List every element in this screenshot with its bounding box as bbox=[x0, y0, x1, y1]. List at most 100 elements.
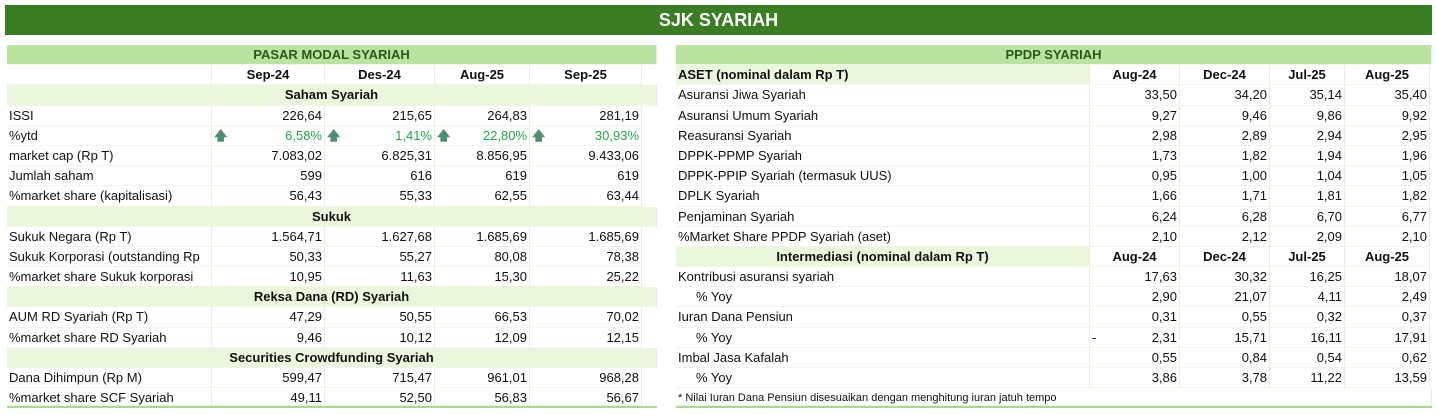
cell-value: 0,95 bbox=[1090, 166, 1180, 187]
table-row: DPLK Syariah 1,66 1,71 1,81 1,82 bbox=[676, 186, 1432, 207]
row-label: Penjaminan Syariah bbox=[676, 206, 1090, 227]
cell-value: 9,46 bbox=[212, 327, 325, 348]
table-row: % Yoy 3,86 3,78 11,22 13,59 bbox=[676, 368, 1432, 389]
cell-value: 17,91 bbox=[1345, 327, 1430, 348]
cell-value: 2,10 bbox=[1090, 226, 1180, 247]
up-arrow-icon: 🡅 bbox=[532, 127, 546, 143]
cell-value: 11,63 bbox=[325, 267, 435, 288]
cell-value: 0,54 bbox=[1270, 347, 1345, 368]
value: 66,53 bbox=[494, 309, 527, 325]
value: 0,95 bbox=[1151, 168, 1177, 184]
value: 0,54 bbox=[1316, 349, 1342, 365]
cell-value: 1,71 bbox=[1180, 186, 1270, 207]
table-row: market cap (Rp T) 7.083,02 6.825,31 8.856,9… bbox=[7, 145, 657, 167]
cell-value: 12,15 bbox=[530, 327, 642, 348]
value: 2,98 bbox=[1151, 127, 1177, 143]
row-label: Kontribusi asuransi syariah bbox=[676, 267, 1090, 288]
value: 1,82 bbox=[1241, 147, 1267, 163]
table-row: %ytd 🡅 6,58% 🡅 1,41% 🡅 22,80% 🡅 30,93% bbox=[7, 125, 657, 146]
value: 0,31 bbox=[1151, 309, 1177, 325]
value: 49,11 bbox=[290, 390, 322, 406]
cell-value: 56,83 bbox=[435, 388, 530, 407]
value: 3,86 bbox=[1151, 370, 1177, 385]
section-row: Sukuk bbox=[7, 206, 657, 227]
table-row: %market share SCF Syariah 49,11 52,50 56,83… bbox=[7, 388, 657, 409]
cell-value: 16,11 bbox=[1270, 327, 1345, 348]
table-row: Sukuk Korporasi (outstanding Rp 50,33 55,2… bbox=[7, 246, 657, 268]
cell-value: 2,90 bbox=[1090, 287, 1180, 308]
value: 0,37 bbox=[1401, 309, 1427, 325]
cell-value: 🡅 6,58% bbox=[212, 125, 325, 146]
table-row: Asuransi Umum Syariah 9,27 9,46 9,86 9,92 bbox=[676, 105, 1432, 126]
value: 12,09 bbox=[494, 329, 527, 345]
column-header: Jul-25 bbox=[1270, 246, 1345, 268]
value: 2,09 bbox=[1316, 228, 1342, 244]
value: 50,55 bbox=[399, 309, 432, 325]
value: 56,43 bbox=[289, 188, 322, 204]
cell-value: 55,27 bbox=[325, 246, 435, 268]
value: 17,91 bbox=[1394, 329, 1427, 345]
cell-value: 1.685,69 bbox=[435, 226, 530, 247]
cell-value: 968,28 bbox=[530, 368, 642, 389]
cell-value: 1,05 bbox=[1345, 166, 1430, 187]
cell-value: 16,25 bbox=[1270, 267, 1345, 288]
header-spacer bbox=[7, 65, 212, 86]
row-label: Imbal Jasa Kafalah bbox=[676, 347, 1090, 368]
cell-value: 35,40 bbox=[1345, 85, 1430, 106]
value: 281,19 bbox=[599, 107, 639, 123]
table-row: ISSI 226,64 215,65 264,83 281,19 bbox=[7, 105, 657, 126]
cell-value: 0,62 bbox=[1345, 347, 1430, 368]
table-row: DPPK-PPIP Syariah (termasuk UUS) 0,95 1,00… bbox=[676, 166, 1432, 187]
value: 2,89 bbox=[1241, 127, 1267, 143]
cell-value: 52,50 bbox=[325, 388, 435, 407]
value: 11,63 bbox=[400, 269, 432, 285]
cell-value: 56,43 bbox=[212, 186, 325, 207]
value: 55,27 bbox=[399, 248, 432, 264]
value: 6.825,31 bbox=[381, 147, 432, 163]
cell-value: 21,07 bbox=[1180, 287, 1270, 308]
value: 35,40 bbox=[1394, 87, 1427, 103]
row-label: DPPK-PPIP Syariah (termasuk UUS) bbox=[676, 166, 1090, 187]
value: 6,70 bbox=[1316, 208, 1342, 224]
sign-prefix: - bbox=[1092, 329, 1097, 345]
value: 9,46 bbox=[1241, 107, 1267, 123]
value: 6,58% bbox=[285, 127, 322, 143]
row-label: % Yoy bbox=[676, 327, 1090, 348]
cell-value: 1.627,68 bbox=[325, 226, 435, 247]
section-title: Saham Syariah bbox=[7, 85, 657, 106]
cell-value: 1,82 bbox=[1345, 186, 1430, 207]
value: 1,04 bbox=[1316, 168, 1342, 184]
up-arrow-icon: 🡅 bbox=[214, 127, 228, 143]
value: 22,80% bbox=[482, 127, 527, 143]
table-row: %market share Sukuk korporasi 10,95 11,63 1… bbox=[7, 267, 657, 288]
cell-value: 50,55 bbox=[325, 307, 435, 328]
cell-value: 🡅 22,80% bbox=[435, 125, 530, 146]
value: 0,84 bbox=[1241, 349, 1267, 365]
cell-value: 1.564,71 bbox=[212, 226, 325, 247]
cell-value: 30,32 bbox=[1180, 267, 1270, 288]
value: 2,31 bbox=[1151, 329, 1177, 345]
cell-value: 1,94 bbox=[1270, 145, 1345, 167]
table-row: Sukuk Negara (Rp T) 1.564,71 1.627,68 1.685… bbox=[7, 226, 657, 247]
value: 599,47 bbox=[282, 370, 322, 385]
row-label: Asuransi Umum Syariah bbox=[676, 105, 1090, 126]
value: 264,83 bbox=[487, 107, 527, 123]
value: 35,14 bbox=[1309, 87, 1342, 103]
cell-value: 47,29 bbox=[212, 307, 325, 328]
value: 1,73 bbox=[1151, 147, 1177, 163]
value: 2,12 bbox=[1241, 228, 1267, 244]
table-row: %market share RD Syariah 9,46 10,12 12,09 12… bbox=[7, 327, 657, 348]
value: 80,08 bbox=[494, 248, 527, 264]
column-header: Des-24 bbox=[325, 65, 435, 86]
row-label: market cap (Rp T) bbox=[7, 145, 212, 167]
row-label: ISSI bbox=[7, 105, 212, 126]
row-label: % Yoy bbox=[676, 287, 1090, 308]
cell-value: 7.083,02 bbox=[212, 145, 325, 167]
value: 1,94 bbox=[1316, 147, 1342, 163]
value: 17,63 bbox=[1144, 269, 1177, 285]
column-header: Jul-25 bbox=[1270, 65, 1345, 86]
cell-value: 6,24 bbox=[1090, 206, 1180, 227]
table-row: DPPK-PPMP Syariah 1,73 1,82 1,94 1,96 bbox=[676, 145, 1432, 167]
cell-value: 10,95 bbox=[212, 267, 325, 288]
table-row: Imbal Jasa Kafalah 0,55 0,84 0,54 0,62 bbox=[676, 347, 1432, 368]
